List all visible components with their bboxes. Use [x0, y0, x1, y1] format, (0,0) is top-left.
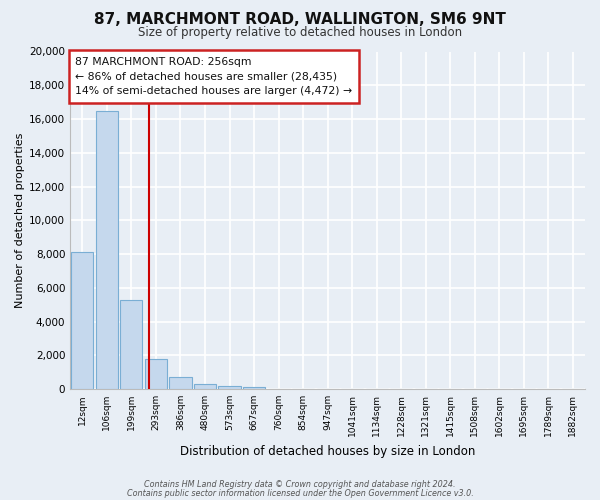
X-axis label: Distribution of detached houses by size in London: Distribution of detached houses by size … — [180, 444, 475, 458]
Bar — [169, 376, 191, 389]
Text: Contains HM Land Registry data © Crown copyright and database right 2024.: Contains HM Land Registry data © Crown c… — [144, 480, 456, 489]
Bar — [218, 386, 241, 389]
Text: 87 MARCHMONT ROAD: 256sqm
← 86% of detached houses are smaller (28,435)
14% of s: 87 MARCHMONT ROAD: 256sqm ← 86% of detac… — [76, 56, 352, 96]
Bar — [145, 359, 167, 389]
Bar — [121, 300, 142, 389]
Bar — [71, 252, 94, 389]
Bar — [243, 388, 265, 389]
Text: Size of property relative to detached houses in London: Size of property relative to detached ho… — [138, 26, 462, 39]
Bar — [96, 110, 118, 389]
Bar — [194, 384, 216, 389]
Text: Contains public sector information licensed under the Open Government Licence v3: Contains public sector information licen… — [127, 488, 473, 498]
Text: 87, MARCHMONT ROAD, WALLINGTON, SM6 9NT: 87, MARCHMONT ROAD, WALLINGTON, SM6 9NT — [94, 12, 506, 28]
Y-axis label: Number of detached properties: Number of detached properties — [15, 132, 25, 308]
